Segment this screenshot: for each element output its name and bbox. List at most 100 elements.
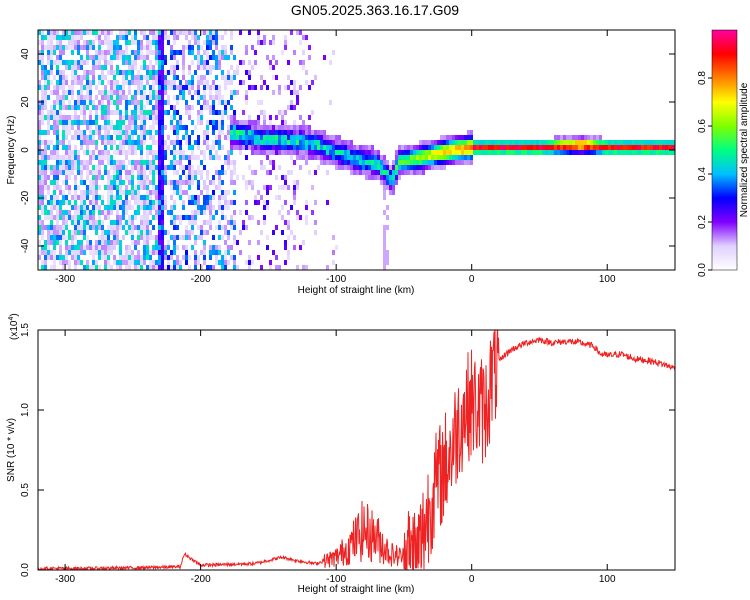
spectrogram-cell xyxy=(191,120,194,125)
spectrogram-cell xyxy=(380,160,383,165)
spectrogram-cell xyxy=(203,80,206,85)
spectrogram-cell xyxy=(413,165,416,170)
spectrogram-cell xyxy=(158,175,161,180)
spectrogram-cell xyxy=(65,45,68,50)
spectrogram-cell xyxy=(458,140,461,145)
spectrogram-cell xyxy=(422,160,425,165)
spectrogram-cell xyxy=(632,150,635,155)
spectrogram-cell xyxy=(56,215,59,220)
spectrogram-cell xyxy=(185,230,188,235)
spectrogram-cell xyxy=(125,75,128,80)
spectrogram-cell xyxy=(125,140,128,145)
spectrogram-cell xyxy=(293,185,296,190)
spectrogram-cell xyxy=(119,165,122,170)
spectrogram-cell xyxy=(140,125,143,130)
spectrogram-cell xyxy=(53,215,56,220)
spectrogram-cell xyxy=(80,190,83,195)
spectrogram-cell xyxy=(77,220,80,225)
spectrogram-cell xyxy=(134,165,137,170)
spectrogram-cell xyxy=(209,180,212,185)
spectrogram-cell xyxy=(143,245,146,250)
spectrogram-cell xyxy=(173,40,176,45)
spectrogram-cell xyxy=(353,155,356,160)
spectrogram-cell xyxy=(209,255,212,260)
spectrogram-cell xyxy=(209,225,212,230)
spectrogram-cell xyxy=(107,240,110,245)
spectrogram-cell xyxy=(104,240,107,245)
spectrogram-cell xyxy=(176,160,179,165)
spectrogram-cell xyxy=(413,150,416,155)
spectrogram-cell xyxy=(125,175,128,180)
spectrogram-cell xyxy=(173,150,176,155)
spectrogram-cell xyxy=(383,260,386,265)
spectrogram-cell xyxy=(188,140,191,145)
spectrogram-cell xyxy=(65,135,68,140)
spectrogram-cell xyxy=(332,135,335,140)
spectrogram-cell xyxy=(269,140,272,145)
spectrogram-cell xyxy=(248,240,251,245)
spectrogram-cell xyxy=(212,145,215,150)
spectrogram-cell xyxy=(227,260,230,265)
spectrogram-cell xyxy=(206,220,209,225)
spectrogram-cell xyxy=(260,230,263,235)
spectrogram-cell xyxy=(53,75,56,80)
spectrogram-cell xyxy=(107,205,110,210)
spectrogram-cell xyxy=(62,190,65,195)
spectrogram-cell xyxy=(137,250,140,255)
spectrogram-cell xyxy=(161,60,164,65)
spectrogram-cell xyxy=(383,175,386,180)
spectrogram-cell xyxy=(284,175,287,180)
spectrogram-cell xyxy=(452,135,455,140)
spectrogram-cell xyxy=(179,50,182,55)
spectrogram-cell xyxy=(149,150,152,155)
spectrogram-cell xyxy=(158,170,161,175)
spectrogram-cell xyxy=(71,95,74,100)
spectrogram-cell xyxy=(176,135,179,140)
spectrogram-cell xyxy=(212,205,215,210)
spectrogram-cell xyxy=(437,145,440,150)
spectrogram-cell xyxy=(116,130,119,135)
spectrogram-cell xyxy=(95,120,98,125)
spectrogram-cell xyxy=(260,135,263,140)
spectrogram-cell xyxy=(218,125,221,130)
spectrogram-cell xyxy=(62,115,65,120)
spectrogram-cell xyxy=(356,155,359,160)
spectrogram-cell xyxy=(125,170,128,175)
spectrogram-cell xyxy=(53,100,56,105)
spectrogram-cell xyxy=(248,70,251,75)
spectrogram-cell xyxy=(104,95,107,100)
spectrogram-cell xyxy=(416,145,419,150)
spectrogram-cell xyxy=(212,235,215,240)
spectrogram-cell xyxy=(101,75,104,80)
spectrogram-cell xyxy=(185,225,188,230)
spectrogram-cell xyxy=(167,80,170,85)
spectrogram-cell xyxy=(284,45,287,50)
spectrogram-cell xyxy=(152,65,155,70)
spectrogram-cell xyxy=(137,160,140,165)
spectrogram-cell xyxy=(272,165,275,170)
spectrogram-cell xyxy=(302,145,305,150)
spectrogram-cell xyxy=(56,165,59,170)
spectrogram-cell xyxy=(38,85,41,90)
spectrogram-cell xyxy=(116,260,119,265)
spectrogram-cell xyxy=(308,130,311,135)
spectrogram-cell xyxy=(146,180,149,185)
spectrogram-cell xyxy=(74,265,77,270)
spectrogram-cell xyxy=(158,90,161,95)
spectrogram-cell xyxy=(293,105,296,110)
spectrogram-cell xyxy=(107,105,110,110)
spectrogram-cell xyxy=(107,210,110,215)
spectrogram-cell xyxy=(335,145,338,150)
spectrogram-cell xyxy=(290,230,293,235)
spectrogram-cell xyxy=(587,145,590,150)
spectrogram-cell xyxy=(140,185,143,190)
spectrogram-cell xyxy=(353,170,356,175)
spectrogram-cell xyxy=(437,155,440,160)
spectrogram-cell xyxy=(323,145,326,150)
spectrogram-cell xyxy=(152,90,155,95)
spectrogram-cell xyxy=(470,135,473,140)
spectrogram-cell xyxy=(47,50,50,55)
spectrogram-cell xyxy=(524,145,527,150)
spectrogram-cell xyxy=(290,145,293,150)
spectrogram-cell xyxy=(83,180,86,185)
